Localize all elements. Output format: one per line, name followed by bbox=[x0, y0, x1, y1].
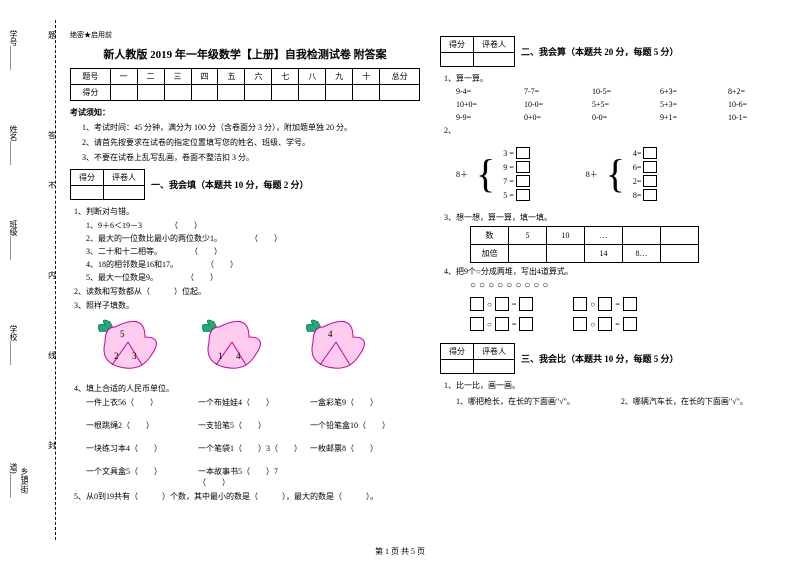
pingjuan-label: 评卷人 bbox=[104, 170, 145, 186]
svg-text:5: 5 bbox=[120, 329, 125, 339]
right-column: 得分评卷人 二、我会算（本题共 20 分，每题 5 分） 1、算一算。 9-4=… bbox=[440, 30, 790, 505]
peach-2: 14 bbox=[194, 317, 274, 377]
q3-1b: 2、哪辆汽车长，在长的下面画"√"。 bbox=[621, 396, 748, 407]
q1-1: 1、判断对与错。 bbox=[74, 206, 420, 217]
brace-1: 8＋ { 3 =9 =7 =5 = bbox=[456, 147, 530, 201]
peach-3: 4 bbox=[298, 317, 378, 377]
score-box-2: 得分评卷人 bbox=[440, 36, 515, 67]
svg-text:3: 3 bbox=[132, 351, 137, 361]
score-box-1: 得分评卷人 bbox=[70, 169, 145, 200]
secret-label: 绝密★启用前 bbox=[70, 30, 420, 40]
op-row-2: ○= ○= bbox=[470, 317, 790, 331]
calc-grid: 9-4=7-7=10-5=6+3=8+2=10+0=10-0=5+5=5+3=1… bbox=[456, 87, 790, 122]
dashed-line bbox=[55, 20, 56, 540]
peach-1: 5 2 3 bbox=[90, 317, 170, 377]
defen-label: 得分 bbox=[71, 170, 104, 186]
svg-text:4: 4 bbox=[236, 351, 241, 361]
brace-2: 8＋ { 4=6=2=8= bbox=[586, 147, 658, 201]
q2-4: 4、把9个○分成两堆，写出4道算式。 bbox=[444, 266, 790, 277]
q1-5: 5、从0到19共有（ ）个数，其中最小的数是（ ），最大的数是（ ）。 bbox=[74, 491, 420, 502]
paper-title: 新人教版 2019 年一年级数学【上册】自我检测试卷 附答案 bbox=[70, 46, 420, 62]
section3-title: 三、我会比（本题共 10 分，每题 5 分） bbox=[521, 352, 679, 365]
brace-icon: { bbox=[476, 154, 495, 194]
section3-header: 得分评卷人 三、我会比（本题共 10 分，每题 5 分） bbox=[440, 343, 790, 374]
brace-icon: { bbox=[606, 154, 625, 194]
section2-header: 得分评卷人 二、我会算（本题共 20 分，每题 5 分） bbox=[440, 36, 790, 67]
q1-3: 3、照样子填数。 bbox=[74, 300, 420, 311]
op-row-1: ○= ○= bbox=[470, 297, 790, 311]
xingming-label: 姓名______ bbox=[8, 125, 19, 165]
circles: ○○○○○○○○○ bbox=[470, 280, 790, 291]
score-box-3: 得分评卷人 bbox=[440, 343, 515, 374]
q3-1a: 1、哪把枪长，在长的下面画"√"。 bbox=[456, 396, 575, 407]
xuehao-label: 学号______ bbox=[8, 30, 19, 70]
score-table: 题号一二三四五六七八九十总分 得分 bbox=[70, 68, 420, 101]
section1-header: 得分评卷人 一、我会填（本题共 10 分，每题 2 分） bbox=[70, 169, 420, 200]
svg-text:4: 4 bbox=[328, 329, 333, 339]
q1-2: 2、读数和写数都从（ ）位起。 bbox=[74, 286, 420, 297]
main-content: 绝密★启用前 新人教版 2019 年一年级数学【上册】自我检测试卷 附答案 题号… bbox=[70, 30, 790, 505]
q2-1: 1、算一算。 bbox=[444, 73, 790, 84]
section1-title: 一、我会填（本题共 10 分，每题 2 分） bbox=[151, 178, 309, 191]
think-table: 数510… 加倍148… bbox=[470, 226, 699, 263]
section2-title: 二、我会算（本题共 20 分，每题 5 分） bbox=[521, 45, 679, 58]
q4-items: 一件上衣56（ ）一个布娃娃4（ ）一盒彩笔9（ ）一根跳绳2（ ）一支铅笔5（… bbox=[86, 397, 420, 488]
q2-3: 3、想一想，算一算，填一填。 bbox=[444, 212, 790, 223]
instructions-title: 考试须知： bbox=[70, 107, 420, 118]
q2-2: 2、 bbox=[444, 125, 790, 136]
svg-text:2: 2 bbox=[114, 351, 119, 361]
svg-text:1: 1 bbox=[218, 351, 223, 361]
banji-label: 班级______ bbox=[8, 220, 19, 260]
q1-4: 4、填上合适的人民币单位。 bbox=[74, 383, 420, 394]
peach-row: 523 14 4 bbox=[90, 317, 420, 377]
q3-1: 1、比一比，画一画。 bbox=[444, 380, 790, 391]
xuexiao-label: 学校______ bbox=[8, 325, 19, 365]
left-column: 绝密★启用前 新人教版 2019 年一年级数学【上册】自我检测试卷 附答案 题号… bbox=[70, 30, 420, 505]
page-footer: 第 1 页 共 5 页 bbox=[0, 546, 800, 557]
xiangzhen-label: 乡镇(街道)______ bbox=[8, 450, 30, 510]
binding-sidebar: 学号______ 姓名______ 班级______ 学校______ 乡镇(街… bbox=[8, 30, 40, 530]
